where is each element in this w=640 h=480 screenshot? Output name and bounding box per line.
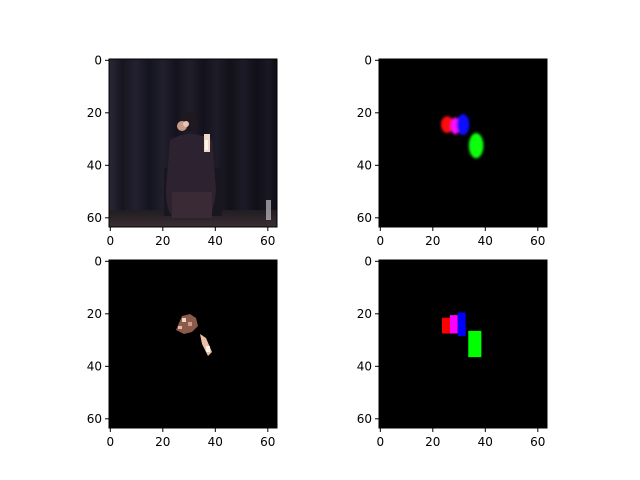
y-tick-label: 0 xyxy=(364,53,372,67)
y-tick-label: 60 xyxy=(87,412,102,426)
x-tick-label: 0 xyxy=(376,234,384,248)
y-tick-label: 0 xyxy=(94,53,102,67)
panel-photo xyxy=(108,58,278,228)
x-tick-label: 20 xyxy=(155,435,170,449)
label-box xyxy=(457,312,466,337)
x-tick-label: 20 xyxy=(425,234,440,248)
x-tick-label: 40 xyxy=(208,435,223,449)
mask-skin-regions xyxy=(176,314,212,356)
y-tick-label: 40 xyxy=(87,158,102,172)
x-tick-label: 60 xyxy=(530,234,545,248)
x-tick-label: 40 xyxy=(478,435,493,449)
y-tick-label: 0 xyxy=(94,254,102,268)
y-tick-label: 40 xyxy=(357,359,372,373)
mask-image xyxy=(109,260,277,428)
y-tick-label: 60 xyxy=(87,211,102,225)
y-tick-label: 0 xyxy=(364,254,372,268)
mask-axes-frame xyxy=(108,259,278,429)
y-tick-label: 60 xyxy=(357,412,372,426)
heatmap-blobs xyxy=(440,114,484,159)
x-tick-label: 20 xyxy=(155,234,170,248)
x-tick-label: 60 xyxy=(260,435,275,449)
y-tick-label: 60 xyxy=(357,211,372,225)
boxes-image xyxy=(379,260,547,428)
x-tick-label: 0 xyxy=(106,234,114,248)
panel-mask xyxy=(108,259,278,429)
label-box xyxy=(449,315,458,334)
x-tick-label: 60 xyxy=(260,234,275,248)
axis-ticks: 0 20 40 60 0 20 40 60 0 20 40 60 0 20 40 60 0 20 40 60 0 20 40… xyxy=(87,53,546,449)
x-tick-label: 60 xyxy=(530,435,545,449)
heatmap-blob xyxy=(468,133,484,159)
y-tick-label: 40 xyxy=(87,359,102,373)
photo-image xyxy=(109,59,277,227)
label-box xyxy=(442,317,450,334)
y-tick-label: 40 xyxy=(357,158,372,172)
panel-boxes xyxy=(378,259,548,429)
label-boxes xyxy=(442,312,482,358)
boxes-axes-frame xyxy=(378,259,548,429)
x-tick-label: 0 xyxy=(376,435,384,449)
heatmap-blob xyxy=(456,114,470,136)
heatmap-image xyxy=(379,59,547,227)
y-tick-label: 20 xyxy=(87,106,102,120)
y-tick-label: 20 xyxy=(357,307,372,321)
x-tick-label: 0 xyxy=(106,435,114,449)
label-box xyxy=(468,330,482,358)
photo-axes-frame xyxy=(108,58,278,228)
y-tick-label: 20 xyxy=(357,106,372,120)
heatmap-axes-frame xyxy=(378,58,548,228)
y-tick-label: 20 xyxy=(87,307,102,321)
x-tick-label: 20 xyxy=(425,435,440,449)
heatmap-blob xyxy=(440,116,454,134)
x-tick-label: 40 xyxy=(478,234,493,248)
panel-heatmap xyxy=(378,58,548,228)
x-tick-label: 40 xyxy=(208,234,223,248)
